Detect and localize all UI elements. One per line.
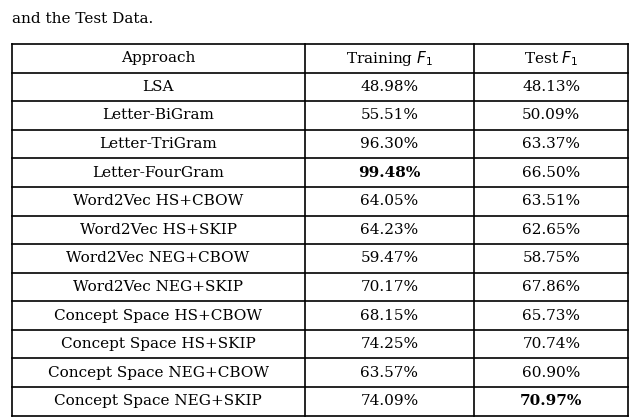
Text: Concept Space HS+CBOW: Concept Space HS+CBOW: [54, 308, 262, 323]
Text: Word2Vec HS+SKIP: Word2Vec HS+SKIP: [79, 223, 237, 237]
Text: Letter-TriGram: Letter-TriGram: [99, 137, 217, 151]
Text: Letter-BiGram: Letter-BiGram: [102, 109, 214, 122]
Text: 48.98%: 48.98%: [360, 80, 419, 94]
Text: Training $\mathit{F}_1$: Training $\mathit{F}_1$: [346, 49, 433, 68]
Text: Test $\mathit{F}_1$: Test $\mathit{F}_1$: [524, 49, 579, 67]
Text: 60.90%: 60.90%: [522, 366, 580, 380]
Text: Letter-FourGram: Letter-FourGram: [92, 166, 224, 180]
Text: Word2Vec NEG+SKIP: Word2Vec NEG+SKIP: [73, 280, 243, 294]
Text: 65.73%: 65.73%: [522, 308, 580, 323]
Text: 96.30%: 96.30%: [360, 137, 419, 151]
Text: 63.51%: 63.51%: [522, 194, 580, 208]
Text: Concept Space NEG+SKIP: Concept Space NEG+SKIP: [54, 394, 262, 409]
Text: 67.86%: 67.86%: [522, 280, 580, 294]
Text: 48.13%: 48.13%: [522, 80, 580, 94]
Text: and the Test Data.: and the Test Data.: [12, 12, 153, 26]
Text: 74.09%: 74.09%: [360, 394, 419, 409]
Text: 70.97%: 70.97%: [520, 394, 582, 409]
Text: 58.75%: 58.75%: [522, 251, 580, 265]
Text: 64.05%: 64.05%: [360, 194, 419, 208]
Text: 70.74%: 70.74%: [522, 337, 580, 351]
Text: 50.09%: 50.09%: [522, 109, 580, 122]
Text: 63.57%: 63.57%: [360, 366, 419, 380]
Text: 66.50%: 66.50%: [522, 166, 580, 180]
Text: Word2Vec HS+CBOW: Word2Vec HS+CBOW: [73, 194, 243, 208]
Text: 59.47%: 59.47%: [360, 251, 419, 265]
Text: 63.37%: 63.37%: [522, 137, 580, 151]
Text: 74.25%: 74.25%: [360, 337, 419, 351]
Text: 62.65%: 62.65%: [522, 223, 580, 237]
Text: 99.48%: 99.48%: [358, 166, 420, 180]
Text: Concept Space NEG+CBOW: Concept Space NEG+CBOW: [47, 366, 269, 380]
Text: LSA: LSA: [142, 80, 174, 94]
Text: 68.15%: 68.15%: [360, 308, 419, 323]
Text: 70.17%: 70.17%: [360, 280, 419, 294]
Text: Approach: Approach: [121, 51, 195, 65]
Text: Concept Space HS+SKIP: Concept Space HS+SKIP: [61, 337, 255, 351]
Text: 55.51%: 55.51%: [360, 109, 419, 122]
Text: Word2Vec NEG+CBOW: Word2Vec NEG+CBOW: [67, 251, 250, 265]
Text: 64.23%: 64.23%: [360, 223, 419, 237]
